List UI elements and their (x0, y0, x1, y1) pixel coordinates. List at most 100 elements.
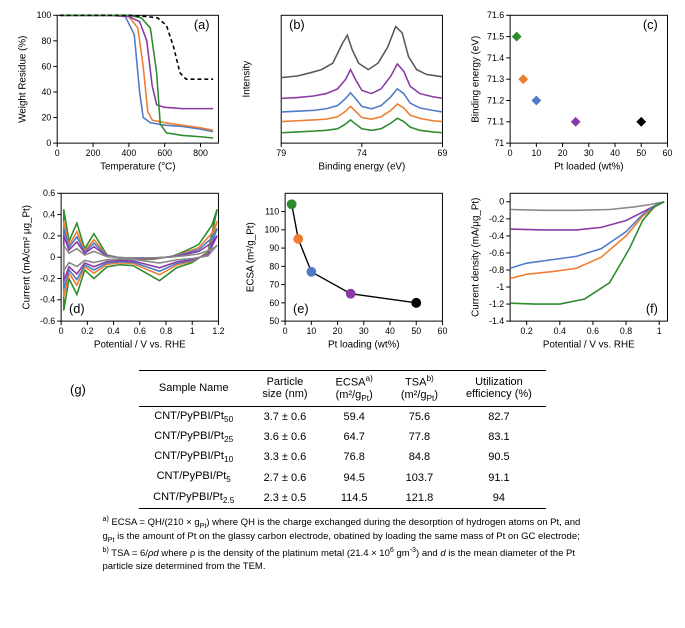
plot-d: 00.20.40.60.811.2-0.6-0.4-0.200.20.40.6P… (22, 188, 225, 350)
svg-text:Binding energy (eV): Binding energy (eV) (470, 36, 481, 123)
svg-text:-0.8: -0.8 (489, 265, 504, 275)
svg-text:Temperature (°C): Temperature (°C) (100, 162, 175, 173)
svg-text:80: 80 (41, 36, 51, 46)
table-cell: 84.8 (387, 447, 452, 467)
svg-text:1: 1 (190, 326, 195, 336)
svg-text:30: 30 (584, 148, 594, 158)
svg-text:0: 0 (55, 148, 60, 158)
table-cell: 82.7 (452, 406, 546, 427)
svg-text:1: 1 (656, 326, 661, 336)
table-cell: CNT/PyPBI/Pt10 (139, 447, 248, 467)
svg-text:71.2: 71.2 (487, 95, 504, 105)
svg-text:Potential / V vs. RHE: Potential / V vs. RHE (543, 340, 635, 351)
table-row: CNT/PyPBI/Pt2.52.3 ± 0.5114.5121.894 (139, 488, 546, 509)
svg-text:800: 800 (193, 148, 208, 158)
svg-text:Binding energy (eV): Binding energy (eV) (319, 162, 406, 173)
svg-text:0.2: 0.2 (43, 231, 55, 241)
svg-text:0: 0 (59, 326, 64, 336)
svg-text:100: 100 (265, 225, 280, 235)
svg-text:(e): (e) (293, 301, 309, 316)
table-col-header: ECSAa)(m²/gPt) (322, 371, 387, 407)
table-row: CNT/PyPBI/Pt52.7 ± 0.694.5103.791.1 (139, 467, 546, 487)
svg-text:-0.4: -0.4 (489, 231, 504, 241)
table-row: CNT/PyPBI/Pt503.7 ± 0.659.475.682.7 (139, 406, 546, 427)
svg-text:60: 60 (41, 61, 51, 71)
svg-text:90: 90 (270, 243, 280, 253)
table-cell: 114.5 (322, 488, 387, 509)
table-cell: CNT/PyPBI/Pt50 (139, 406, 248, 427)
table-cell: 94.5 (322, 467, 387, 487)
table-col-header: Utilizationefficiency (%) (452, 371, 546, 407)
table-col-header: TSAb)(m²/gPt) (387, 371, 452, 407)
svg-text:0.4: 0.4 (107, 326, 119, 336)
panel-f: 0.20.40.60.81-1.4-1.2-1-0.8-0.6-0.4-0.20… (459, 184, 675, 354)
svg-text:74: 74 (357, 148, 367, 158)
table-cell: CNT/PyPBI/Pt5 (139, 467, 248, 487)
svg-text:71.1: 71.1 (487, 117, 504, 127)
table-cell: 3.3 ± 0.6 (248, 447, 321, 467)
table-cell: 76.8 (322, 447, 387, 467)
panel-c: 01020304050607171.171.271.371.471.571.6P… (459, 6, 675, 176)
plot-b: 797469Binding energy (eV)Intensity(b) (242, 15, 448, 172)
svg-text:110: 110 (265, 206, 279, 216)
plot-e: 01020304050605060708090100110Pt loading … (246, 193, 448, 350)
svg-text:Weight Residue (%): Weight Residue (%) (18, 36, 29, 123)
svg-text:100: 100 (37, 10, 52, 20)
svg-text:Intensity: Intensity (242, 61, 253, 98)
svg-text:-1.2: -1.2 (489, 299, 504, 309)
svg-text:0: 0 (507, 148, 512, 158)
svg-text:Potential / V vs. RHE: Potential / V vs. RHE (94, 340, 186, 351)
data-table: Sample NameParticlesize (nm)ECSAa)(m²/gP… (139, 370, 546, 509)
svg-text:60: 60 (270, 298, 280, 308)
table-footnote: a) ECSA = QH/(210 × gPt) where QH is the… (102, 515, 582, 574)
svg-text:-1.4: -1.4 (489, 316, 504, 326)
svg-text:50: 50 (270, 316, 280, 326)
svg-text:0.6: 0.6 (586, 326, 598, 336)
svg-text:20: 20 (557, 148, 567, 158)
figure-grid: 0200400600800020406080100Temperature (°C… (0, 0, 685, 574)
svg-text:200: 200 (86, 148, 101, 158)
svg-text:(b): (b) (289, 17, 305, 32)
svg-text:20: 20 (333, 326, 343, 336)
svg-text:79: 79 (277, 148, 287, 158)
svg-text:0.4: 0.4 (43, 210, 55, 220)
svg-text:Current density (mA/μg_Pt): Current density (mA/μg_Pt) (470, 198, 481, 317)
svg-text:71.6: 71.6 (487, 10, 504, 20)
svg-text:-1: -1 (496, 282, 504, 292)
svg-text:600: 600 (157, 148, 172, 158)
svg-text:40: 40 (610, 148, 620, 158)
panel-d: 00.20.40.60.811.2-0.6-0.4-0.200.20.40.6P… (10, 184, 226, 354)
svg-text:1.2: 1.2 (212, 326, 224, 336)
table-cell: 64.7 (322, 427, 387, 447)
table-body: CNT/PyPBI/Pt503.7 ± 0.659.475.682.7CNT/P… (139, 406, 546, 508)
panel-g: (g) Sample NameParticlesize (nm)ECSAa)(m… (10, 362, 675, 574)
table-cell: 83.1 (452, 427, 546, 447)
svg-text:400: 400 (122, 148, 137, 158)
panel-a: 0200400600800020406080100Temperature (°C… (10, 6, 226, 176)
svg-text:(a): (a) (194, 17, 210, 32)
table-cell: 59.4 (322, 406, 387, 427)
table-cell: CNT/PyPBI/Pt25 (139, 427, 248, 447)
table-row: CNT/PyPBI/Pt253.6 ± 0.664.777.883.1 (139, 427, 546, 447)
svg-text:-0.4: -0.4 (40, 295, 55, 305)
svg-text:(f): (f) (645, 301, 657, 316)
svg-text:70: 70 (270, 280, 280, 290)
svg-text:0.2: 0.2 (520, 326, 532, 336)
table-cell: 121.8 (387, 488, 452, 509)
table-cell: 2.3 ± 0.5 (248, 488, 321, 509)
svg-text:20: 20 (41, 112, 51, 122)
svg-text:71.5: 71.5 (487, 32, 504, 42)
table-cell: 75.6 (387, 406, 452, 427)
panel-e: 01020304050605060708090100110Pt loading … (234, 184, 450, 354)
svg-text:60: 60 (662, 148, 672, 158)
table-cell: 3.7 ± 0.6 (248, 406, 321, 427)
table-cell: 2.7 ± 0.6 (248, 467, 321, 487)
panel-g-label: (g) (70, 382, 86, 397)
table-col-header: Particlesize (nm) (248, 371, 321, 407)
plot-f: 0.20.40.60.81-1.4-1.2-1-0.8-0.6-0.4-0.20… (470, 193, 667, 350)
svg-text:0: 0 (46, 138, 51, 148)
svg-text:Pt loaded (wt%): Pt loaded (wt%) (554, 162, 623, 173)
svg-text:0.8: 0.8 (160, 326, 172, 336)
svg-text:0.6: 0.6 (134, 326, 146, 336)
table-cell: 77.8 (387, 427, 452, 447)
